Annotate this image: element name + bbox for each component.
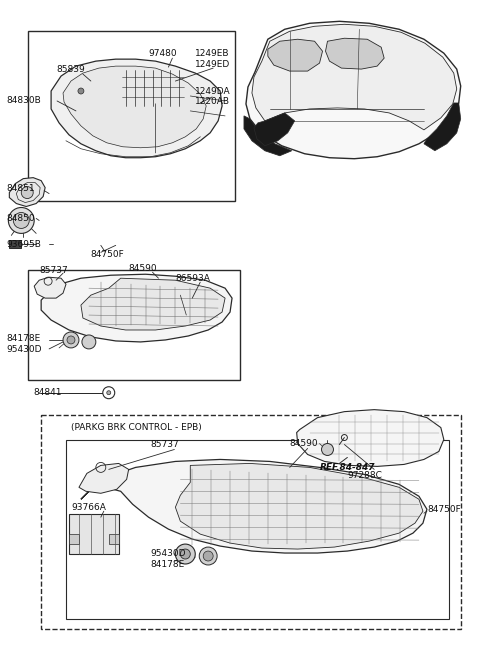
Text: 84750F: 84750F: [427, 505, 461, 514]
Text: 97480: 97480: [148, 48, 177, 58]
Text: 93695B: 93695B: [6, 240, 41, 249]
Text: 95430D: 95430D: [6, 345, 42, 354]
Polygon shape: [81, 278, 225, 330]
Polygon shape: [9, 178, 45, 206]
Circle shape: [82, 335, 96, 349]
Circle shape: [8, 208, 34, 233]
Polygon shape: [268, 39, 323, 71]
Text: 93766A: 93766A: [71, 503, 106, 512]
Circle shape: [78, 88, 84, 94]
Text: 1249DA: 1249DA: [195, 86, 231, 96]
Text: 84590: 84590: [290, 439, 318, 448]
Polygon shape: [297, 409, 444, 466]
Text: 84750F: 84750F: [91, 250, 125, 259]
Bar: [66, 440, 449, 619]
Circle shape: [203, 551, 213, 561]
Polygon shape: [63, 66, 206, 148]
Text: 84178E: 84178E: [6, 335, 41, 343]
Circle shape: [21, 187, 33, 198]
Circle shape: [180, 549, 190, 559]
Text: 86593A: 86593A: [175, 274, 210, 283]
Polygon shape: [254, 113, 295, 146]
Circle shape: [13, 212, 29, 229]
Circle shape: [199, 547, 217, 565]
Bar: [41, 415, 461, 629]
Text: 97288C: 97288C: [348, 471, 382, 480]
Text: 1220AB: 1220AB: [195, 98, 230, 107]
Text: REF.84-847: REF.84-847: [320, 463, 375, 472]
Circle shape: [63, 332, 79, 348]
Bar: [120, 69, 185, 107]
Text: 1249EB: 1249EB: [195, 48, 230, 58]
Polygon shape: [244, 116, 292, 156]
Circle shape: [322, 443, 334, 455]
Polygon shape: [79, 464, 129, 493]
Polygon shape: [81, 459, 427, 553]
Text: 1249ED: 1249ED: [195, 60, 230, 69]
Text: 84590: 84590: [129, 264, 157, 272]
Bar: [28, 271, 240, 380]
Circle shape: [175, 544, 195, 564]
Polygon shape: [246, 22, 461, 159]
Bar: [109, 534, 119, 544]
Text: (PARKG BRK CONTROL - EPB): (PARKG BRK CONTROL - EPB): [71, 423, 202, 432]
Bar: [69, 514, 119, 554]
Text: 84830B: 84830B: [6, 96, 41, 105]
Polygon shape: [175, 464, 423, 549]
Bar: [28, 31, 235, 200]
Polygon shape: [252, 24, 457, 130]
Polygon shape: [41, 274, 232, 342]
Text: 85839: 85839: [56, 65, 85, 73]
Text: 84851: 84851: [6, 184, 35, 193]
Text: 84178E: 84178E: [151, 561, 185, 569]
Polygon shape: [325, 38, 384, 69]
Circle shape: [67, 336, 75, 344]
Bar: [69, 534, 79, 544]
Bar: [9, 240, 21, 248]
Polygon shape: [424, 103, 461, 151]
Text: 85737: 85737: [39, 266, 68, 274]
Text: 84850: 84850: [6, 214, 35, 223]
Polygon shape: [34, 277, 66, 298]
Text: 85737: 85737: [151, 440, 179, 449]
Circle shape: [107, 391, 111, 395]
Text: 84841: 84841: [33, 388, 62, 397]
Text: 95430D: 95430D: [151, 548, 186, 557]
Polygon shape: [51, 59, 222, 158]
